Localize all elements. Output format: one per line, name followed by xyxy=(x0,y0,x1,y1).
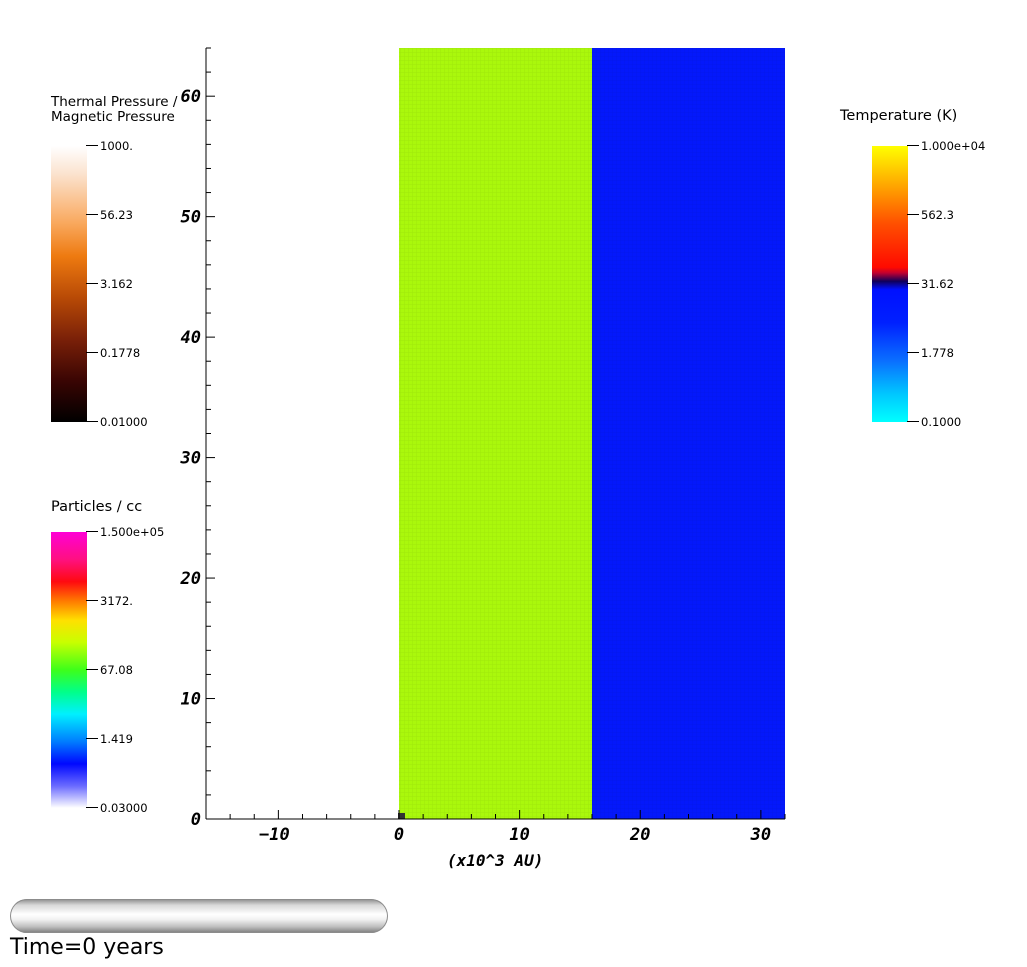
y-tick-label: 10 xyxy=(181,690,201,710)
grid-mesh xyxy=(399,48,785,819)
pressure-tick-3: 0.1778 xyxy=(85,346,141,360)
temperature-tick-2: 31.62 xyxy=(907,277,954,291)
mesh-overlay xyxy=(398,48,785,819)
temperature-colorbar xyxy=(872,146,908,422)
y-tick-label: 0 xyxy=(191,810,201,830)
particles-tick-2: 67.08 xyxy=(86,663,133,677)
region-0 xyxy=(206,48,399,819)
particles-tick-3: 1.419 xyxy=(86,732,133,746)
axis-ticks xyxy=(205,47,786,820)
x-axis-label: (x10^3 AU) xyxy=(447,851,544,870)
x-tick-label: 10 xyxy=(509,825,529,845)
pressure-tick-1: 56.23 xyxy=(86,208,133,222)
particles-tick-1: 3172. xyxy=(86,594,133,608)
x-tick-label: 20 xyxy=(629,825,650,845)
pressure-legend-title-line2: Magnetic Pressure xyxy=(51,109,175,125)
pressure-tick-0: 1000. xyxy=(86,139,133,153)
particles-tick-0: 1.500e+05 xyxy=(85,525,165,539)
particles-legend-title: Particles / cc xyxy=(51,499,143,515)
y-tick-label: 40 xyxy=(181,328,201,348)
temperature-tick-1: 562.3 xyxy=(907,208,954,222)
x-tick-label: 30 xyxy=(750,825,771,845)
particles-tick-4: 0.03000 xyxy=(86,801,148,815)
x-tick-label: −10 xyxy=(259,825,290,845)
particles-colorbar xyxy=(51,532,87,808)
pressure-colorbar xyxy=(51,146,87,422)
y-tick-label: 60 xyxy=(181,87,201,107)
time-label: Time=0 years xyxy=(10,935,164,960)
temperature-legend-title: Temperature (K) xyxy=(840,108,958,124)
pressure-tick-4: 0.01000 xyxy=(86,415,148,429)
time-progress-bar xyxy=(10,899,388,933)
axis-tick-labels: −10 0 10 20 30 0 10 20 30 40 50 60 xyxy=(180,87,772,845)
y-tick-label: 20 xyxy=(180,569,201,589)
pressure-legend-title-line1: Thermal Pressure / xyxy=(51,94,178,110)
temperature-tick-4: 0.1000 xyxy=(906,415,962,429)
pressure-tick-2: 3.162 xyxy=(86,277,133,291)
temperature-tick-0: 1.000e+04 xyxy=(906,139,986,153)
y-tick-label: 30 xyxy=(180,449,201,469)
x-tick-label: 0 xyxy=(394,825,404,845)
origin-marker xyxy=(398,813,405,819)
temperature-tick-3: 1.778 xyxy=(907,346,954,360)
y-tick-label: 50 xyxy=(181,208,201,228)
